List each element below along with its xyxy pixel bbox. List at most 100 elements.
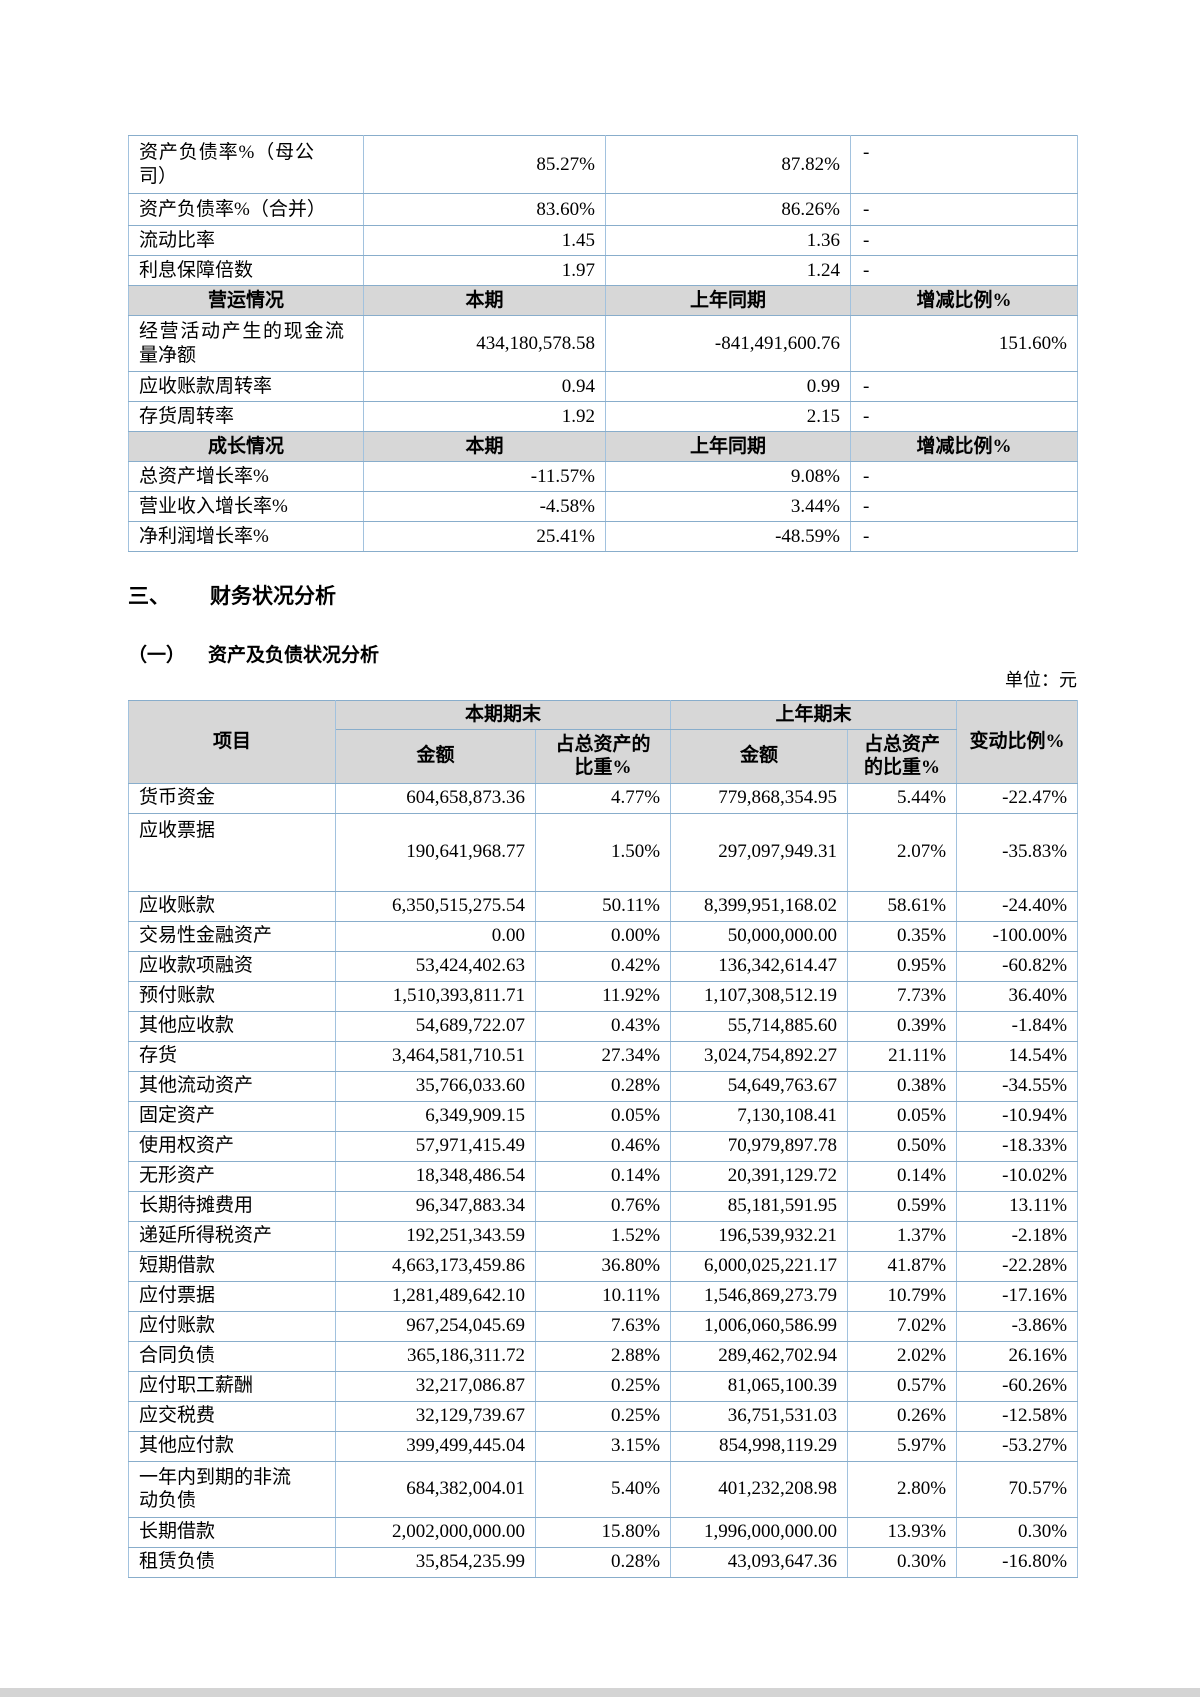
ratio-section-header-row: 营运情况 本期 上年同期 增减比例% bbox=[128, 285, 1078, 316]
current-period-value: 1.92 bbox=[363, 401, 606, 432]
change-ratio-value: - bbox=[850, 255, 1078, 286]
row-label: 资产负债率%（母公司） bbox=[128, 135, 364, 194]
change-ratio-value: - bbox=[850, 461, 1078, 492]
change-pct-cell: -10.02% bbox=[956, 1160, 1079, 1192]
prior-period-value: 1.36 bbox=[605, 225, 851, 256]
balance-data-row: 应收票据 190,641,968.77 1.50% 297,097,949.31 2.0… bbox=[128, 812, 1079, 892]
prior-amount-cell: 20,391,129.72 bbox=[670, 1160, 849, 1192]
row-label: 净利润增长率% bbox=[128, 521, 364, 552]
current-period-value: 0.94 bbox=[363, 371, 606, 402]
prior-pct-cell: 0.39% bbox=[847, 1010, 958, 1042]
prior-period-value: 87.82% bbox=[605, 135, 851, 194]
prior-period-value: 上年同期 bbox=[605, 285, 851, 316]
current-amount-cell: 18,348,486.54 bbox=[335, 1160, 536, 1192]
current-pct-cell: 0.28% bbox=[534, 1070, 672, 1102]
col-header-prior-amount: 金额 bbox=[670, 728, 849, 784]
ratio-section-header-row: 成长情况 本期 上年同期 增减比例% bbox=[128, 431, 1078, 462]
prior-amount-cell: 54,649,763.67 bbox=[670, 1070, 849, 1102]
current-pct-cell: 0.05% bbox=[534, 1100, 672, 1132]
subsection-heading: （一） 资产及负债状况分析 bbox=[128, 640, 379, 667]
col-header-item: 项目 bbox=[128, 700, 336, 784]
item-cell: 应付账款 bbox=[128, 1310, 336, 1342]
item-cell: 一年内到期的非流动负债 bbox=[128, 1460, 336, 1518]
prior-period-value: 0.99 bbox=[605, 371, 851, 402]
prior-amount-cell: 55,714,885.60 bbox=[670, 1010, 849, 1042]
prior-amount-cell: 136,342,614.47 bbox=[670, 950, 849, 982]
prior-amount-cell: 6,000,025,221.17 bbox=[670, 1250, 849, 1282]
item-cell: 应付票据 bbox=[128, 1280, 336, 1312]
row-label: 营业收入增长率% bbox=[128, 491, 364, 522]
current-amount-cell: 32,129,739.67 bbox=[335, 1400, 536, 1432]
change-pct-cell: -16.80% bbox=[956, 1546, 1079, 1578]
prior-pct-cell: 0.35% bbox=[847, 920, 958, 952]
change-pct-cell: -3.86% bbox=[956, 1310, 1079, 1342]
prior-amount-cell: 1,546,869,273.79 bbox=[670, 1280, 849, 1312]
balance-data-row: 应付职工薪酬 32,217,086.87 0.25% 81,065,100.39 0.5… bbox=[128, 1370, 1079, 1402]
current-pct-cell: 5.40% bbox=[534, 1460, 672, 1518]
ratio-data-row: 资产负债率%（合并） 83.60% 86.26% - bbox=[128, 193, 1078, 226]
change-pct-cell: -53.27% bbox=[956, 1430, 1079, 1462]
change-pct-cell: 13.11% bbox=[956, 1190, 1079, 1222]
col-header-change: 变动比例% bbox=[956, 700, 1079, 784]
balance-data-row: 合同负债 365,186,311.72 2.88% 289,462,702.94 2.0… bbox=[128, 1340, 1079, 1372]
row-label: 经营活动产生的现金流量净额 bbox=[128, 315, 364, 372]
balance-data-row: 存货 3,464,581,710.51 27.34% 3,024,754,892.27… bbox=[128, 1040, 1079, 1072]
row-label: 营运情况 bbox=[128, 285, 364, 316]
item-cell: 应收账款 bbox=[128, 890, 336, 922]
change-pct-cell: 26.16% bbox=[956, 1340, 1079, 1372]
change-ratio-value: - bbox=[850, 225, 1078, 256]
current-amount-cell: 1,510,393,811.71 bbox=[335, 980, 536, 1012]
current-amount-cell: 35,766,033.60 bbox=[335, 1070, 536, 1102]
current-pct-cell: 0.00% bbox=[534, 920, 672, 952]
current-pct-cell: 11.92% bbox=[534, 980, 672, 1012]
balance-data-row: 递延所得税资产 192,251,343.59 1.52% 196,539,932.21… bbox=[128, 1220, 1079, 1252]
balance-data-row: 应付账款 967,254,045.69 7.63% 1,006,060,586.99 7… bbox=[128, 1310, 1079, 1342]
item-cell: 长期待摊费用 bbox=[128, 1190, 336, 1222]
subsection-number: （一） bbox=[128, 645, 186, 666]
row-label: 存货周转率 bbox=[128, 401, 364, 432]
balance-data-row: 长期待摊费用 96,347,883.34 0.76% 85,181,591.95 0.5… bbox=[128, 1190, 1079, 1222]
row-label: 总资产增长率% bbox=[128, 461, 364, 492]
change-ratio-value: 151.60% bbox=[850, 315, 1078, 372]
prior-pct-cell: 0.30% bbox=[847, 1546, 958, 1578]
prior-pct-cell: 10.79% bbox=[847, 1280, 958, 1312]
current-period-value: -4.58% bbox=[363, 491, 606, 522]
prior-period-value: -48.59% bbox=[605, 521, 851, 552]
item-cell: 应付职工薪酬 bbox=[128, 1370, 336, 1402]
prior-amount-cell: 401,232,208.98 bbox=[670, 1460, 849, 1518]
prior-amount-cell: 36,751,531.03 bbox=[670, 1400, 849, 1432]
prior-pct-cell: 0.57% bbox=[847, 1370, 958, 1402]
balance-data-row: 预付账款 1,510,393,811.71 11.92% 1,107,308,512.… bbox=[128, 980, 1079, 1012]
item-cell: 使用权资产 bbox=[128, 1130, 336, 1162]
prior-period-value: 3.44% bbox=[605, 491, 851, 522]
current-pct-cell: 4.77% bbox=[534, 782, 672, 814]
change-pct-cell: -24.40% bbox=[956, 890, 1079, 922]
prior-amount-cell: 196,539,932.21 bbox=[670, 1220, 849, 1252]
current-amount-cell: 6,349,909.15 bbox=[335, 1100, 536, 1132]
item-cell: 货币资金 bbox=[128, 782, 336, 814]
change-pct-cell: 36.40% bbox=[956, 980, 1079, 1012]
ratio-data-row: 营业收入增长率% -4.58% 3.44% - bbox=[128, 491, 1078, 522]
current-pct-cell: 0.76% bbox=[534, 1190, 672, 1222]
prior-pct-cell: 7.73% bbox=[847, 980, 958, 1012]
item-cell: 存货 bbox=[128, 1040, 336, 1072]
prior-pct-cell: 13.93% bbox=[847, 1516, 958, 1548]
prior-pct-cell: 0.95% bbox=[847, 950, 958, 982]
change-pct-cell: -1.84% bbox=[956, 1010, 1079, 1042]
current-period-value: 85.27% bbox=[363, 135, 606, 194]
item-cell: 租赁负债 bbox=[128, 1546, 336, 1578]
prior-pct-cell: 5.97% bbox=[847, 1430, 958, 1462]
balance-data-row: 货币资金 604,658,873.36 4.77% 779,868,354.95 5.4… bbox=[128, 782, 1079, 814]
balance-data-row: 其他流动资产 35,766,033.60 0.28% 54,649,763.67 0.3… bbox=[128, 1070, 1079, 1102]
current-period-value: 1.45 bbox=[363, 225, 606, 256]
current-amount-cell: 0.00 bbox=[335, 920, 536, 952]
item-cell: 合同负债 bbox=[128, 1340, 336, 1372]
current-amount-cell: 53,424,402.63 bbox=[335, 950, 536, 982]
item-cell: 短期借款 bbox=[128, 1250, 336, 1282]
current-pct-cell: 50.11% bbox=[534, 890, 672, 922]
balance-data-row: 交易性金融资产 0.00 0.00% 50,000,000.00 0.35% -100.0… bbox=[128, 920, 1079, 952]
change-pct-cell: -35.83% bbox=[956, 812, 1079, 892]
row-label: 成长情况 bbox=[128, 431, 364, 462]
item-cell: 应收票据 bbox=[128, 812, 336, 892]
item-cell: 无形资产 bbox=[128, 1160, 336, 1192]
